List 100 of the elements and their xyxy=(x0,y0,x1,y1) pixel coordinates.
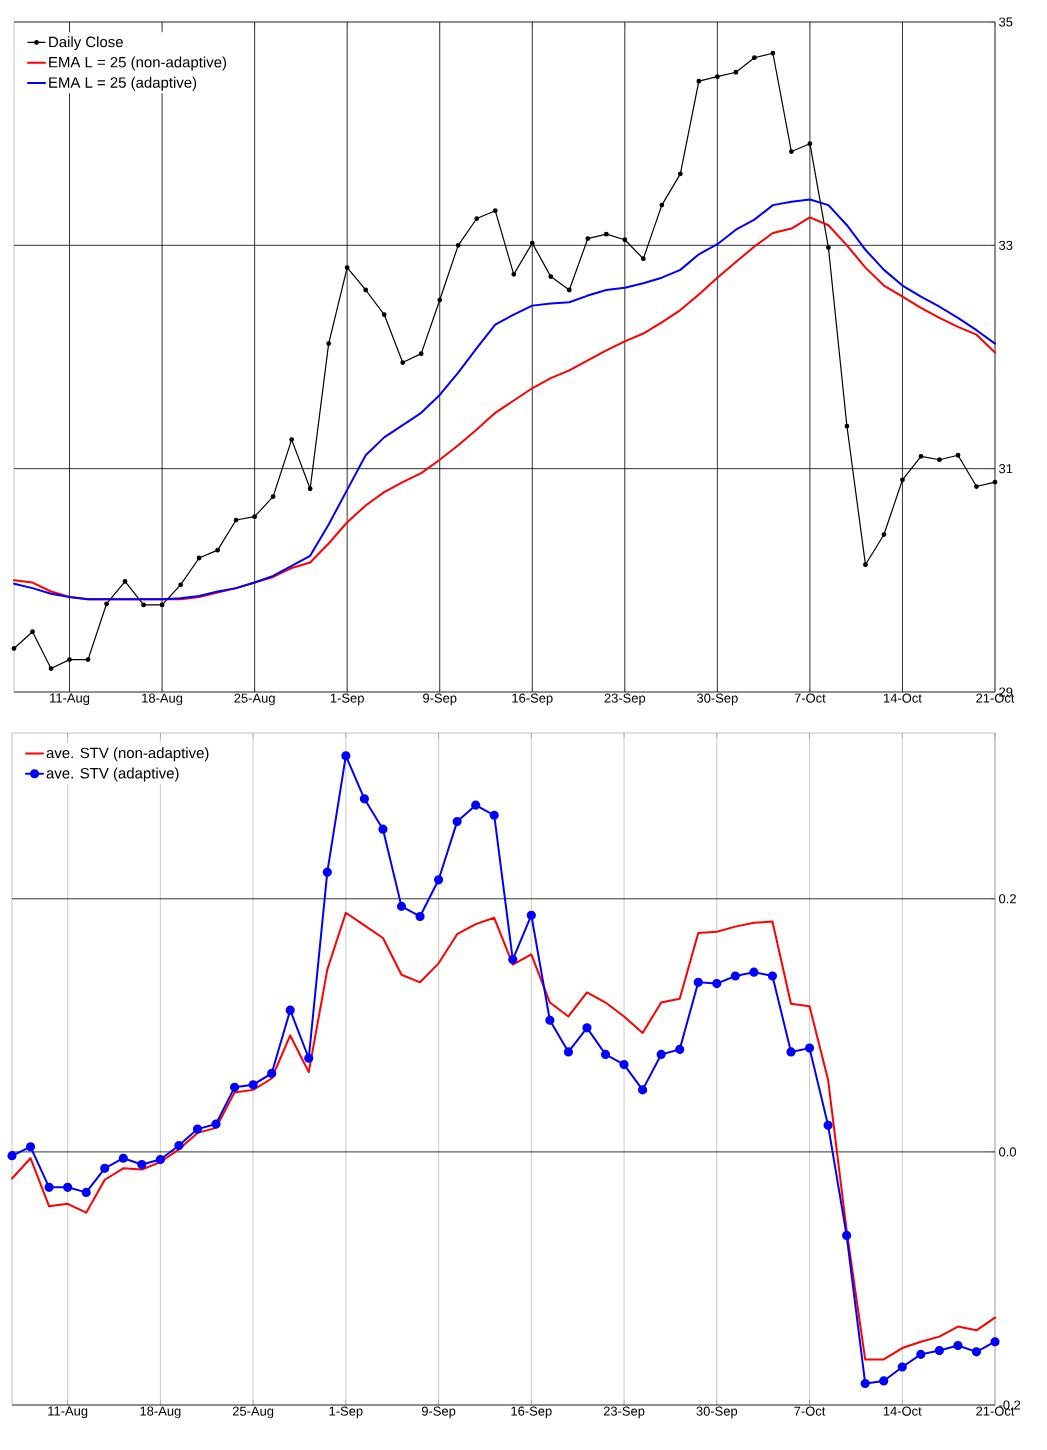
point xyxy=(11,646,17,651)
y-tick-label: 0.2 xyxy=(999,894,1016,904)
point xyxy=(563,1047,574,1057)
point xyxy=(30,629,35,635)
x-tick-label: 23-Sep xyxy=(604,693,646,706)
legend-label: EMA L = 25 (non-adaptive) xyxy=(49,56,227,71)
point xyxy=(585,236,591,242)
point xyxy=(638,1085,648,1095)
point xyxy=(322,867,332,877)
point xyxy=(879,1376,889,1386)
point xyxy=(897,1362,907,1372)
point xyxy=(359,794,369,804)
point xyxy=(196,555,202,561)
x-tick-label: 9-Sep xyxy=(421,1406,456,1419)
point xyxy=(118,1153,128,1163)
point xyxy=(48,666,54,671)
point xyxy=(455,242,461,248)
x-tick-label: 14-Oct xyxy=(883,1406,922,1416)
point xyxy=(511,271,517,277)
point xyxy=(178,582,183,588)
point xyxy=(252,514,258,520)
point xyxy=(141,602,146,608)
point xyxy=(192,1124,203,1134)
x-tick-label: 18-Aug xyxy=(142,693,183,706)
point xyxy=(659,202,665,208)
point xyxy=(916,1349,926,1359)
y-tick-label: 33 xyxy=(999,240,1013,250)
point xyxy=(733,69,739,75)
point xyxy=(545,1015,555,1025)
point xyxy=(860,1378,870,1389)
point xyxy=(248,1080,258,1090)
point xyxy=(229,1082,240,1092)
point xyxy=(619,1059,629,1070)
x-tick-label: 18-Aug xyxy=(140,1406,181,1419)
x-tick-label: 1-Sep xyxy=(330,693,364,706)
point xyxy=(381,312,387,317)
x-tick-label: 25-Aug xyxy=(234,693,275,706)
x-tick-label: 1-Sep xyxy=(329,1406,363,1419)
point xyxy=(25,1142,36,1152)
point xyxy=(842,1230,852,1240)
point xyxy=(7,1151,17,1161)
point xyxy=(786,1047,796,1057)
point xyxy=(730,971,740,981)
point xyxy=(81,1187,91,1197)
point xyxy=(863,562,868,568)
point xyxy=(934,1346,944,1356)
point xyxy=(85,657,91,662)
point xyxy=(307,486,313,492)
x-tick-label: 7-Oct xyxy=(794,693,826,703)
point xyxy=(789,149,794,154)
point xyxy=(582,1023,592,1033)
point xyxy=(63,1182,73,1192)
x-tick-label: 11-Aug xyxy=(50,693,90,706)
point xyxy=(159,602,165,608)
point xyxy=(363,287,369,293)
point xyxy=(418,351,424,357)
point xyxy=(267,1068,277,1079)
y-tick-label: 31 xyxy=(999,464,1013,474)
point xyxy=(326,341,332,346)
point xyxy=(990,1337,1000,1347)
point xyxy=(974,484,979,489)
x-tick-label: 14-Oct xyxy=(884,693,922,703)
point xyxy=(548,274,554,279)
point xyxy=(415,911,425,922)
point xyxy=(804,1043,815,1053)
point xyxy=(767,971,778,981)
point xyxy=(155,1154,165,1165)
point xyxy=(437,297,443,303)
point xyxy=(677,171,683,177)
point xyxy=(600,1049,611,1060)
y-tick-label: 0.0 xyxy=(999,1147,1017,1157)
x-tick-label: 30-Sep xyxy=(696,1406,738,1419)
point xyxy=(508,954,518,965)
line-series xyxy=(11,911,997,1361)
point xyxy=(844,423,850,429)
point xyxy=(270,494,276,499)
point xyxy=(434,875,444,885)
point xyxy=(452,817,462,827)
point xyxy=(489,810,499,820)
point xyxy=(174,1140,184,1151)
point xyxy=(696,78,702,84)
legend-label: EMA L = 25 (adaptive) xyxy=(49,76,197,91)
point xyxy=(807,141,813,147)
point xyxy=(693,977,703,987)
point xyxy=(215,547,220,553)
x-tick-label: 16-Sep xyxy=(511,1406,552,1419)
point xyxy=(474,216,480,221)
point xyxy=(918,453,924,459)
point xyxy=(712,978,722,989)
point xyxy=(285,1005,295,1015)
point xyxy=(341,751,351,761)
point xyxy=(900,477,905,483)
point xyxy=(233,517,239,523)
point xyxy=(770,50,776,56)
point xyxy=(953,1340,963,1351)
point xyxy=(211,1119,221,1129)
point xyxy=(823,1120,833,1130)
point xyxy=(67,657,72,662)
point xyxy=(529,240,535,246)
point xyxy=(675,1044,685,1054)
